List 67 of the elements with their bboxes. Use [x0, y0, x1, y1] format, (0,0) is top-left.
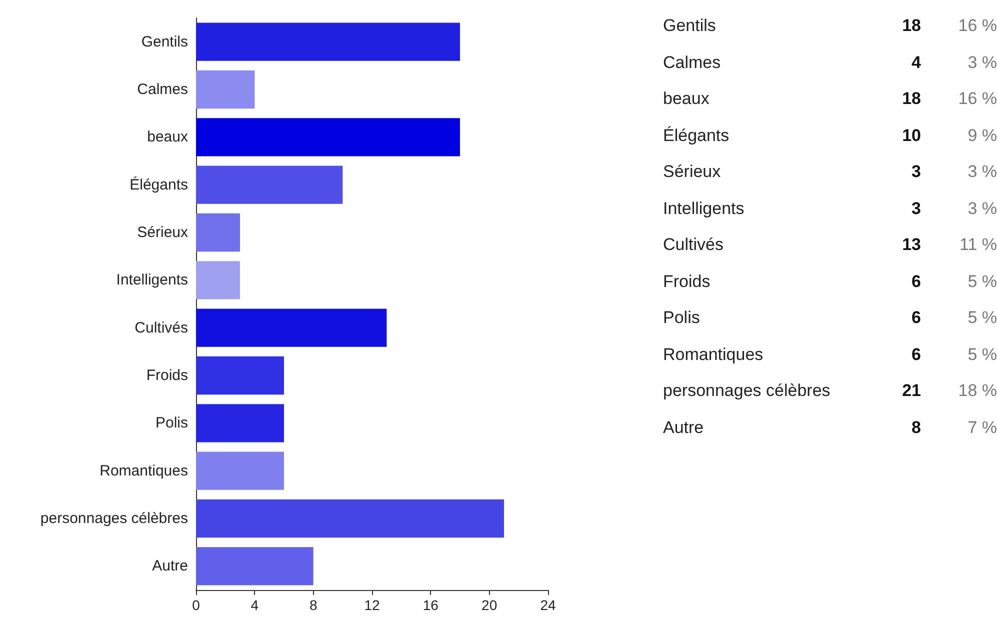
bar: [196, 356, 284, 395]
bar: [196, 70, 255, 109]
bar: [196, 118, 460, 156]
bar: [196, 404, 284, 442]
text: 4: [910, 52, 921, 73]
text: Gentils: [663, 16, 717, 36]
x-tick-label: 8: [309, 597, 318, 613]
y-tick-label: Polis: [155, 414, 188, 432]
bar: [196, 22, 460, 61]
x-tick-label: 20: [482, 597, 498, 613]
text: 13: [901, 235, 921, 256]
text: 16 %: [957, 16, 997, 36]
text: 8: [910, 418, 921, 438]
y-tick-label: Calmes: [137, 81, 188, 98]
bar: [196, 547, 314, 586]
x-tick-label: 16: [422, 597, 439, 613]
text: 6: [910, 308, 921, 328]
y-tick-label: Autre: [152, 558, 188, 575]
text: Calmes: [663, 52, 722, 73]
text: Sérieux: [663, 162, 722, 182]
bar: [196, 452, 284, 490]
text: 3: [910, 162, 921, 182]
text: Intelligents: [663, 198, 746, 219]
y-tick-label: Intelligents: [116, 272, 188, 289]
text: 5 %: [966, 308, 997, 328]
x-tick-label: 4: [250, 597, 259, 613]
x-tick-label: 24: [540, 597, 556, 613]
text: 3 %: [966, 198, 997, 219]
text: Polis: [663, 308, 701, 328]
text: 16 %: [957, 89, 997, 110]
text: beaux: [663, 89, 710, 110]
text: Autre: [663, 418, 705, 438]
text: 3: [910, 198, 921, 219]
text: 5 %: [966, 344, 997, 365]
text: 6: [910, 272, 921, 292]
y-tick-label: Élégants: [130, 175, 188, 194]
text: Romantiques: [663, 344, 764, 365]
y-tick-label: personnages célèbres: [40, 510, 188, 527]
text: 21: [901, 381, 921, 402]
text: 11 %: [958, 235, 997, 256]
text: 3 %: [966, 162, 997, 182]
text: 9 %: [966, 126, 997, 146]
x-tick-label: 12: [364, 597, 380, 613]
text: 3 %: [966, 52, 997, 73]
text: Cultivés: [663, 235, 724, 256]
text: Élégants: [663, 126, 730, 146]
text: 18 %: [957, 381, 997, 402]
y-tick-label: Froids: [146, 367, 188, 384]
y-tick-label: beaux: [147, 128, 188, 146]
text: Froids: [663, 272, 712, 292]
bar: [196, 499, 504, 538]
bar: [196, 261, 240, 300]
y-tick-label: Romantiques: [100, 462, 188, 480]
text: personnages célèbres: [663, 381, 832, 402]
y-tick-label: Cultivés: [134, 319, 188, 336]
text: 6: [910, 344, 921, 365]
text: 18: [901, 89, 921, 110]
text: 7 %: [966, 418, 997, 438]
y-tick-label: Gentils: [141, 33, 188, 50]
bar: [196, 308, 387, 347]
text: 18: [901, 16, 921, 36]
text: 10: [901, 126, 921, 146]
y-tick-label: Sérieux: [137, 224, 188, 241]
bar: [196, 166, 343, 204]
x-tick-label: 0: [192, 597, 200, 613]
bar: [196, 213, 240, 252]
text: 5 %: [966, 272, 997, 292]
